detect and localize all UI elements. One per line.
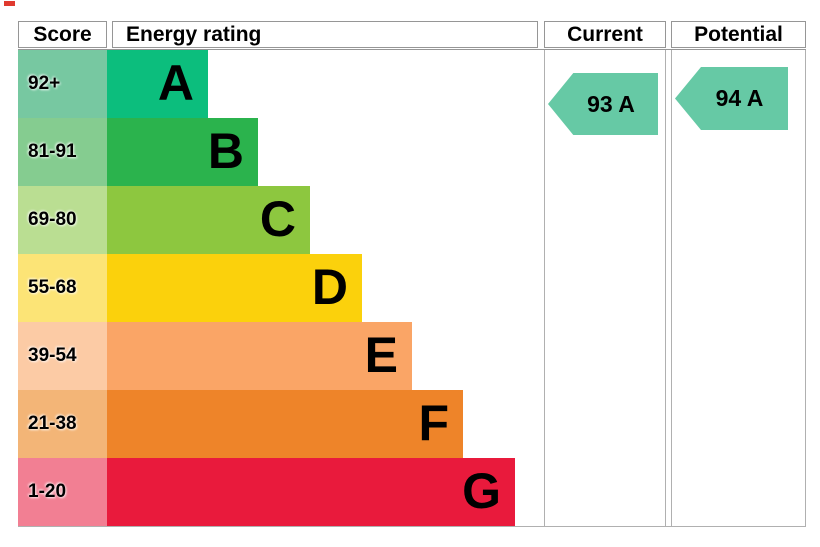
rating-bar-b: B	[107, 118, 258, 186]
rating-bar-g: G	[107, 458, 515, 526]
rating-row-a: 92+ A	[18, 50, 538, 118]
rating-row-d: 55-68 D	[18, 254, 538, 322]
grade-letter: F	[418, 395, 449, 451]
rating-bar-a: A	[107, 50, 208, 118]
grade-letter: G	[462, 463, 501, 519]
score-range-label: 55-68	[18, 254, 107, 322]
score-column-header: Score	[18, 21, 107, 48]
potential-score-arrow: 94 A	[675, 67, 788, 130]
grade-letter: E	[364, 327, 398, 383]
grade-letter: A	[157, 55, 194, 111]
header-divider-line	[18, 49, 806, 50]
score-range-label: 92+	[18, 50, 107, 118]
current-column-header: Current	[544, 21, 666, 48]
rating-row-f: 21-38 F	[18, 390, 538, 458]
grade-letter: B	[207, 123, 244, 179]
potential-score-label: 94 A	[715, 85, 764, 111]
current-score-label: 93 A	[587, 90, 635, 117]
current-score-arrow: 93 A	[548, 73, 658, 135]
rating-row-g: 1-20 G	[18, 458, 538, 526]
rating-row-e: 39-54 E	[18, 322, 538, 390]
energy-rating-column-header: Energy rating	[112, 21, 538, 48]
score-range-label: 39-54	[18, 322, 107, 390]
table-bottom-border	[18, 526, 806, 527]
score-range-label: 1-20	[18, 458, 107, 526]
rating-bar-c: C	[107, 186, 310, 254]
grade-letter: C	[259, 191, 296, 247]
score-range-label: 69-80	[18, 186, 107, 254]
rating-bar-f: F	[107, 390, 463, 458]
rating-bar-e: E	[107, 322, 412, 390]
rating-row-c: 69-80 C	[18, 186, 538, 254]
rating-bar-d: D	[107, 254, 362, 322]
potential-column-header: Potential	[671, 21, 806, 48]
score-range-label: 21-38	[18, 390, 107, 458]
score-range-label: 81-91	[18, 118, 107, 186]
rating-row-b: 81-91 B	[18, 118, 538, 186]
grade-letter: D	[311, 259, 348, 315]
red-crop-artifact	[4, 1, 15, 6]
